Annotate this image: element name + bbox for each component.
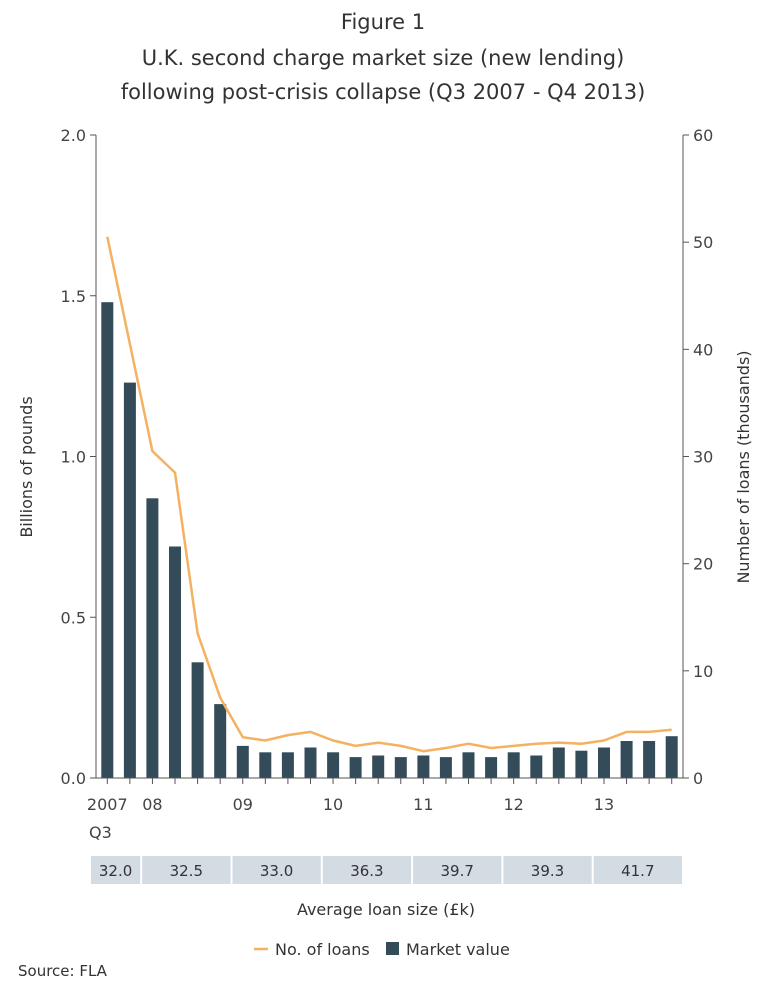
x-tick-label: 13 [594,795,614,814]
bar-market-value [123,382,136,778]
bar-market-value [439,757,452,778]
chart-title: U.K. second charge market size (new lend… [141,46,625,70]
bar-market-value [146,498,159,778]
bar-market-value [349,757,362,778]
avg-loan-size-value: 39.3 [531,862,564,880]
bar-market-value [191,662,204,778]
avg-loan-size-cell [91,856,141,884]
avg-loan-size-value: 36.3 [350,862,383,880]
bar-market-value [643,741,656,778]
bar-market-value [485,757,498,778]
y-axis-label-right: Number of loans (thousands) [734,350,753,583]
y-tick-label-right: 60 [693,126,713,145]
y-tick-label-left: 1.5 [61,287,86,306]
bar-market-value [372,755,385,778]
avg-loan-size-cell [232,856,321,884]
bar-market-value [101,302,114,778]
y-tick-label-left: 1.0 [61,448,86,467]
legend-label-market-value: Market value [406,940,510,959]
avg-loan-size-value: 32.0 [99,862,132,880]
y-tick-label-right: 0 [693,769,703,788]
avg-loan-size-table: 32.0 32.5 33.0 36.3 39.7 39.3 41.7 [91,856,682,884]
avg-loan-size-value: 39.7 [440,862,473,880]
legend-bar-swatch [386,942,399,955]
bar-market-value [598,747,610,778]
legend-label-no-of-loans: No. of loans [275,940,370,959]
y-tick-label-right: 10 [693,662,713,681]
bar-market-value [394,757,407,778]
avg-loan-size-cell [503,856,592,884]
avg-loan-size-cell [322,856,412,884]
x-tick-label: 12 [503,795,523,814]
bar-market-value [214,704,227,778]
y-axis-label-left: Billions of pounds [17,396,36,537]
avg-loan-size-value: 41.7 [621,862,654,880]
bar-market-value [507,752,520,778]
y-tick-label-right: 30 [693,448,713,467]
y-tick-label-right: 40 [693,340,713,359]
bar-market-value [327,752,340,778]
y-tick-label-left: 2.0 [61,126,86,145]
bar-market-value [236,745,249,778]
x-tick-label: 10 [323,795,343,814]
bars-group [101,302,678,778]
avg-loan-size-value: 32.5 [170,862,203,880]
y-tick-label-right: 50 [693,233,713,252]
avg-loan-size-cell [593,856,682,884]
bar-market-value [304,747,317,778]
avg-loan-size-label: Average loan size (£k) [297,900,475,919]
avg-loan-size-value: 33.0 [260,862,293,880]
bar-market-value [530,755,543,778]
figure-label: Figure 1 [340,10,426,34]
chart-subtitle: following post-crisis collapse (Q3 2007 … [120,80,646,104]
bar-market-value [620,741,633,778]
x-tick-label: 08 [142,795,162,814]
legend: No. of loans Market value [254,940,510,959]
bar-market-value [281,752,294,778]
avg-loan-size-cell [413,856,502,884]
bar-market-value [417,755,430,778]
y-tick-label-right: 20 [693,555,713,574]
series-line-no-of-loans [106,236,672,753]
x-sub-label: Q3 [89,823,112,842]
y-tick-label-left: 0.5 [61,608,86,627]
x-tick-label: 11 [413,795,433,814]
bar-market-value [575,750,588,778]
bar-market-value [169,546,181,778]
ticks-group: 0.0 0.5 1.0 1.5 2.0 0 10 20 30 40 50 60 2007 08 09 10 11… [61,126,714,814]
avg-loan-size-cell [142,856,231,884]
x-tick-label: 09 [233,795,253,814]
axes-group [95,135,684,779]
bar-market-value [259,752,272,778]
y-tick-label-left: 0.0 [61,769,86,788]
x-tick-label: 2007 [87,795,128,814]
bar-market-value [665,736,678,778]
bar-market-value [462,752,475,778]
bar-market-value [552,747,565,778]
source-note: Source: FLA [18,962,107,980]
